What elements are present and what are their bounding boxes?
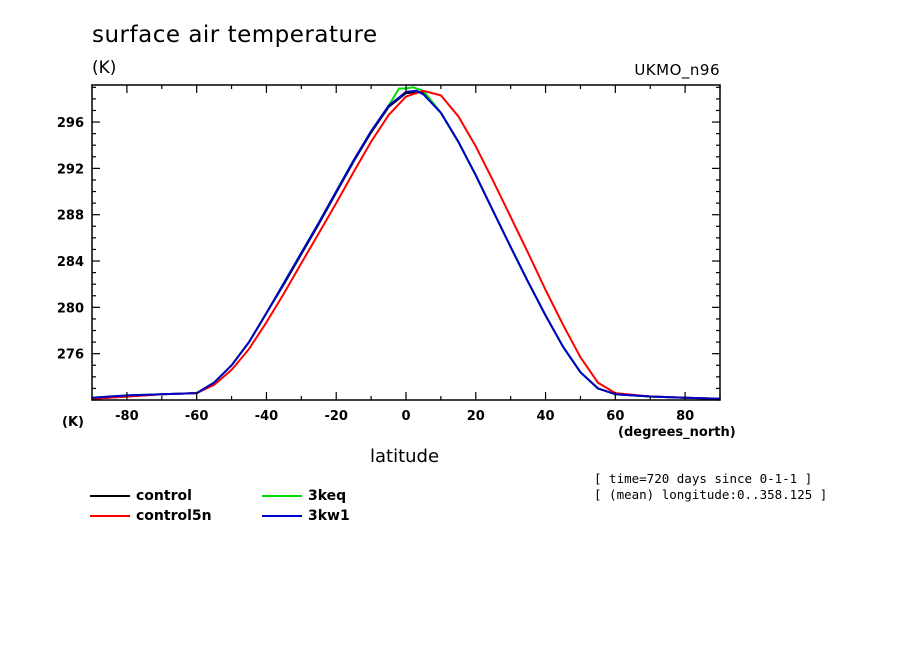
model-label: UKMO_n96: [634, 61, 720, 79]
legend-label-3kw1: 3kw1: [308, 508, 350, 524]
x-tick-label: 80: [676, 409, 694, 424]
series-line-control5n: [91, 89, 721, 400]
y-tick-label: 288: [57, 209, 84, 224]
x-tick-label: -20: [324, 409, 348, 424]
legend-swatch-3kw1: [262, 515, 302, 517]
legend-swatch-control: [90, 495, 130, 497]
legend-item-control5n: control5n: [90, 506, 212, 526]
y-units-bottom: (K): [62, 415, 84, 430]
legend-item-control: control: [90, 486, 192, 506]
y-tick-label: 284: [57, 255, 84, 270]
series-line-3keq: [91, 86, 721, 400]
y-units-top: (K): [92, 58, 117, 78]
y-tick-label: 276: [57, 348, 84, 363]
legend-label-control: control: [136, 488, 192, 504]
legend-item-3kw1: 3kw1: [262, 506, 350, 526]
chart-title: surface air temperature: [92, 22, 378, 48]
meta-longitude: [ (mean) longitude:0..358.125 ]: [594, 487, 828, 502]
legend-swatch-control5n: [90, 515, 130, 517]
x-axis-label: latitude: [370, 446, 440, 467]
x-units: (degrees_north): [618, 425, 736, 440]
x-tick-label: 0: [401, 409, 410, 424]
axes-layer: -80 -60 -40 -20 0 20 40 60 80 276 280 284 288 292 296: [57, 84, 721, 424]
series-layer: [91, 86, 721, 400]
series-line-control: [91, 90, 721, 400]
legend-swatch-3keq: [262, 495, 302, 497]
series-line-3kw1: [91, 89, 721, 400]
y-tick-label: 296: [57, 116, 84, 131]
x-tick-label: 40: [537, 409, 555, 424]
x-tick-label: -60: [185, 409, 209, 424]
x-tick-label: -40: [255, 409, 279, 424]
legend-item-3keq: 3keq: [262, 486, 346, 506]
legend-label-control5n: control5n: [136, 508, 212, 524]
plot-frame: [91, 84, 721, 401]
meta-time: [ time=720 days since 0-1-1 ]: [594, 471, 813, 486]
x-tick-label: 60: [606, 409, 624, 424]
y-tick-label: 280: [57, 301, 84, 316]
y-tick-label: 292: [57, 162, 84, 177]
x-tick-label: -80: [115, 409, 139, 424]
legend-label-3keq: 3keq: [308, 488, 347, 504]
x-tick-label: 20: [467, 409, 485, 424]
